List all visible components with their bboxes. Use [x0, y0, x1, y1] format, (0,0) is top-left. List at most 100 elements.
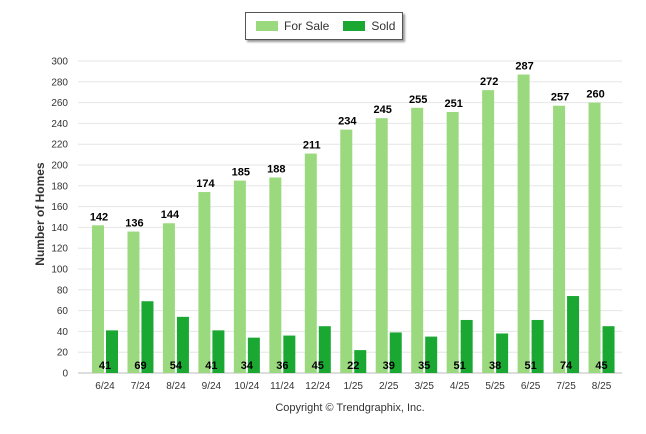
legend-label-for-sale: For Sale [284, 19, 330, 33]
x-tick-label: 2/25 [379, 381, 399, 392]
data-label-for-sale: 144 [161, 209, 180, 221]
y-tick-label: 160 [51, 202, 68, 213]
x-tick-label: 11/24 [270, 381, 295, 392]
data-label-sold: 69 [134, 360, 146, 372]
y-tick-label: 40 [57, 327, 69, 338]
bar-sold [318, 326, 331, 373]
bar-for-sale [233, 180, 246, 373]
data-label-for-sale: 234 [338, 116, 357, 128]
bar-for-sale [375, 118, 388, 373]
y-tick-label: 120 [51, 244, 68, 255]
bar-for-sale [411, 107, 424, 374]
y-tick-label: 260 [51, 98, 68, 109]
x-tick-label: 10/24 [234, 381, 259, 392]
y-tick-label: 60 [57, 306, 69, 317]
y-tick-label: 280 [51, 77, 68, 88]
data-label-sold: 51 [454, 360, 466, 372]
bar-for-sale [162, 223, 175, 373]
data-label-for-sale: 287 [515, 61, 533, 73]
y-tick-label: 180 [51, 181, 68, 192]
x-tick-label: 4/25 [450, 381, 470, 392]
data-label-for-sale: 255 [409, 94, 427, 106]
y-tick-label: 200 [51, 161, 68, 172]
bar-sold [425, 336, 438, 373]
bar-sold [247, 337, 260, 373]
data-label-sold: 45 [312, 360, 324, 372]
data-label-for-sale: 136 [125, 218, 143, 230]
bar-sold [602, 326, 615, 373]
bar-for-sale [304, 153, 317, 373]
bar-sold [567, 296, 580, 373]
data-label-for-sale: 251 [444, 98, 462, 110]
x-tick-label: 5/25 [485, 381, 505, 392]
y-tick-label: 300 [51, 57, 68, 68]
data-label-sold: 35 [418, 360, 430, 372]
bar-sold [106, 330, 118, 373]
data-label-sold: 38 [489, 360, 501, 372]
x-tick-label: 8/25 [592, 381, 612, 392]
x-tick-label: 8/24 [166, 381, 186, 392]
y-tick-label: 240 [51, 119, 68, 130]
data-label-sold: 34 [241, 360, 254, 372]
x-tick-label: 6/25 [521, 381, 541, 392]
y-tick-label: 0 [62, 369, 68, 380]
legend-item-sold[interactable]: Sold [343, 19, 395, 33]
y-tick-label: 140 [51, 223, 68, 234]
bar-for-sale [446, 111, 459, 374]
legend-swatch-sold [343, 21, 366, 31]
legend: For Sale Sold [245, 12, 403, 40]
data-label-for-sale: 245 [374, 104, 392, 116]
data-label-for-sale: 185 [232, 167, 250, 179]
data-label-sold: 51 [524, 360, 536, 372]
bar-sold [283, 335, 296, 373]
data-label-sold: 36 [276, 360, 288, 372]
data-label-sold: 41 [99, 360, 111, 372]
x-tick-label: 12/24 [305, 381, 330, 392]
bar-for-sale [198, 192, 211, 373]
bar-sold [460, 319, 473, 373]
legend-item-for-sale[interactable]: For Sale [256, 19, 329, 33]
x-tick-label: 6/24 [95, 381, 115, 392]
copyright-footer: Copyright © Trendgraphix, Inc. [275, 402, 425, 414]
x-tick-label: 1/25 [344, 381, 364, 392]
bar-for-sale [553, 105, 566, 373]
y-tick-label: 80 [57, 285, 69, 296]
x-tick-label: 3/25 [414, 381, 434, 392]
data-label-sold: 74 [560, 360, 573, 372]
bar-sold [354, 350, 367, 373]
data-label-for-sale: 272 [480, 76, 498, 88]
data-label-for-sale: 142 [90, 211, 108, 223]
bar-sold [496, 333, 509, 373]
x-tick-label: 7/25 [556, 381, 576, 392]
bar-sold [141, 301, 154, 373]
bar-for-sale [340, 129, 353, 373]
y-tick-label: 100 [51, 265, 68, 276]
bar-sold [531, 319, 544, 373]
data-label-sold: 41 [205, 360, 217, 372]
bar-for-sale [92, 225, 104, 373]
data-label-sold: 45 [595, 360, 607, 372]
bar-for-sale [588, 102, 601, 373]
bar-sold [389, 332, 402, 373]
data-label-sold: 22 [347, 360, 359, 372]
data-label-for-sale: 188 [267, 163, 285, 175]
x-tick-label: 9/24 [202, 381, 222, 392]
bar-sold [212, 330, 225, 373]
bar-for-sale [127, 231, 140, 373]
data-label-for-sale: 211 [303, 140, 321, 152]
y-tick-label: 220 [51, 140, 68, 151]
data-label-for-sale: 257 [551, 92, 569, 104]
bar-sold [176, 316, 189, 373]
y-tick-label: 20 [57, 348, 69, 359]
data-label-for-sale: 174 [196, 178, 215, 190]
x-tick-label: 7/24 [131, 381, 151, 392]
legend-label-sold: Sold [371, 19, 396, 33]
data-label-sold: 54 [170, 360, 183, 372]
legend-swatch-for-sale [256, 21, 278, 31]
bar-for-sale [482, 90, 495, 374]
bar-for-sale [517, 74, 530, 374]
bar-for-sale [269, 177, 282, 373]
data-label-sold: 39 [383, 360, 395, 372]
data-label-for-sale: 260 [586, 89, 604, 101]
